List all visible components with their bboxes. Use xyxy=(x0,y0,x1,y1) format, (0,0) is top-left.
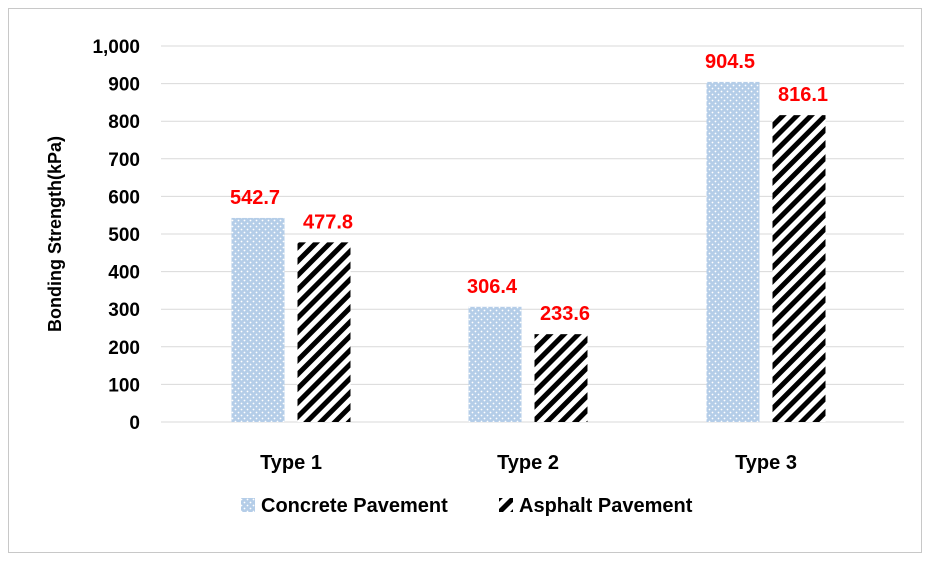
x-axis-categories: Type 1 Type 2 Type 3 xyxy=(260,452,797,474)
bar-concrete-pavement xyxy=(468,306,522,422)
y-tick-label: 100 xyxy=(108,375,140,396)
y-tick-label: 500 xyxy=(108,225,140,246)
legend-label-asphalt-pavement: Asphalt Pavement xyxy=(519,495,693,517)
data-label-asphalt-pavement: 816.1 xyxy=(778,84,828,106)
bar-chart: 0 100 200 300 400 500 600 700 800 900 1,000 Bondin… xyxy=(45,37,904,517)
legend-swatch-asphalt-pavement xyxy=(499,498,513,512)
y-tick-label: 700 xyxy=(108,150,140,171)
gridlines xyxy=(161,45,904,423)
data-label-asphalt-pavement: 233.6 xyxy=(540,303,590,325)
x-category-label: Type 3 xyxy=(735,452,797,474)
x-category-label: Type 2 xyxy=(497,452,559,474)
data-label-concrete-pavement: 306.4 xyxy=(467,276,518,298)
chart-frame: 0 100 200 300 400 500 600 700 800 900 1,000 Bondin… xyxy=(8,8,922,553)
y-tick-label: 0 xyxy=(129,413,140,434)
legend-label-concrete-pavement: Concrete Pavement xyxy=(261,495,448,517)
legend: Concrete Pavement Asphalt Pavement xyxy=(241,495,693,517)
legend-swatch-concrete-pavement xyxy=(241,498,255,512)
bars xyxy=(231,81,826,423)
data-labels: 542.7 477.8 306.4 233.6 904.5 816.1 xyxy=(230,51,828,325)
y-axis-ticks: 0 100 200 300 400 500 600 700 800 900 1,000 xyxy=(92,37,140,434)
data-label-concrete-pavement: 542.7 xyxy=(230,187,280,209)
bar-asphalt-pavement xyxy=(534,334,588,422)
bar-asphalt-pavement xyxy=(772,115,826,423)
y-tick-label: 800 xyxy=(108,112,140,133)
bar-asphalt-pavement xyxy=(297,242,351,422)
y-tick-label: 1,000 xyxy=(92,37,140,58)
bar-concrete-pavement xyxy=(231,217,285,422)
data-label-asphalt-pavement: 477.8 xyxy=(303,211,353,233)
bar-concrete-pavement xyxy=(706,81,760,423)
y-tick-label: 200 xyxy=(108,338,140,359)
y-tick-label: 900 xyxy=(108,75,140,96)
x-category-label: Type 1 xyxy=(260,452,322,474)
y-axis-label: Bonding Strength(kPa) xyxy=(45,136,65,332)
y-tick-label: 300 xyxy=(108,300,140,321)
y-tick-label: 600 xyxy=(108,187,140,208)
data-label-concrete-pavement: 904.5 xyxy=(705,51,755,73)
y-tick-label: 400 xyxy=(108,263,140,284)
